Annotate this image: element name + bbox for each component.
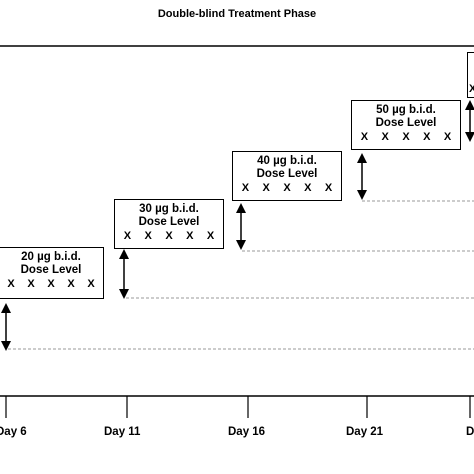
- day-label: Day 6: [0, 426, 27, 438]
- dose-level-label: Dose Level: [138, 216, 200, 228]
- dose-mark: X: [283, 182, 291, 194]
- dose-amount: 30 µg b.i.d.: [139, 203, 199, 215]
- dose-marks-row: X X X X X: [115, 230, 223, 242]
- double-arrow: [236, 203, 246, 250]
- dose-mark: X: [381, 131, 389, 143]
- dose-mark: X: [27, 278, 35, 290]
- day-label: Day 16: [228, 426, 266, 438]
- dose-mark: X: [123, 230, 132, 242]
- dose-mark: X: [360, 131, 369, 143]
- dose-mark: X: [423, 131, 431, 143]
- dose-mark: X: [67, 278, 75, 290]
- day-label: D: [466, 426, 474, 438]
- dose-mark: X: [206, 230, 215, 242]
- double-arrow: [357, 153, 367, 200]
- dose-level-box-20: 20 µg b.i.d. Dose Level X X X X X: [0, 247, 104, 299]
- double-arrow: [465, 100, 474, 142]
- dose-marks-row: X X X X X: [352, 131, 460, 143]
- double-arrow: [1, 303, 11, 351]
- day-label: Day 21: [346, 426, 384, 438]
- dose-marks-row: X X X X X: [0, 278, 103, 290]
- dose-mark: X: [402, 131, 410, 143]
- dose-amount: 20 µg b.i.d.: [21, 251, 81, 263]
- dose-mark: X: [443, 131, 452, 143]
- dose-mark: X: [262, 182, 270, 194]
- dose-level-label: Dose Level: [20, 264, 82, 276]
- dose-level-box-50: 50 µg b.i.d. Dose Level X X X X X: [351, 100, 461, 150]
- dose-mark: X: [469, 83, 474, 95]
- dose-amount: 50 µg b.i.d.: [376, 104, 436, 116]
- dose-mark: X: [241, 182, 250, 194]
- dose-level-box-partial: X: [467, 52, 474, 98]
- dose-mark: X: [324, 182, 333, 194]
- dose-marks-row: X X X X X: [233, 182, 341, 194]
- dose-level-box-40: 40 µg b.i.d. Dose Level X X X X X: [232, 151, 342, 201]
- dose-level-label: Dose Level: [375, 117, 437, 129]
- phase-title: Double-blind Treatment Phase: [157, 8, 317, 20]
- dose-mark: X: [304, 182, 312, 194]
- dose-mark: X: [144, 230, 152, 242]
- double-arrow: [119, 249, 129, 299]
- dose-mark: X: [7, 278, 15, 290]
- dose-mark: X: [186, 230, 194, 242]
- dose-mark: X: [47, 278, 55, 290]
- dose-mark: X: [165, 230, 173, 242]
- day-label: Day 11: [104, 426, 141, 438]
- dose-mark: X: [87, 278, 95, 290]
- dose-level-box-30: 30 µg b.i.d. Dose Level X X X X X: [114, 199, 224, 249]
- dose-amount: 40 µg b.i.d.: [257, 155, 317, 167]
- dose-level-label: Dose Level: [256, 168, 318, 180]
